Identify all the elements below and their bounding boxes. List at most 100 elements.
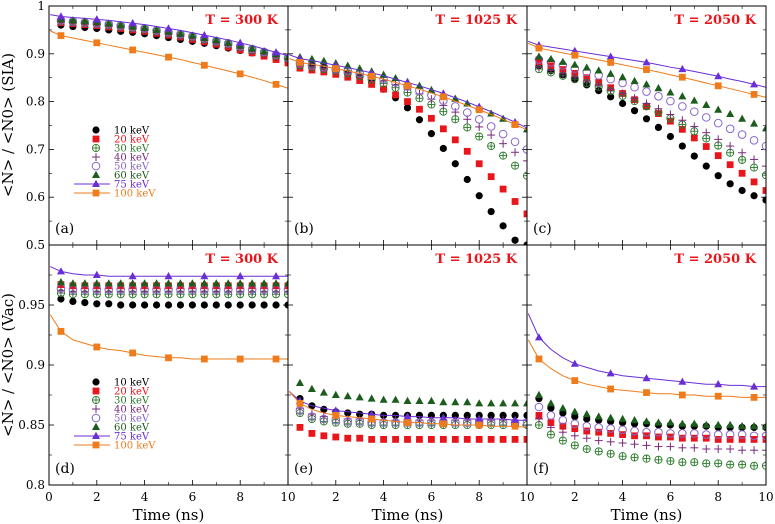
data-point — [726, 180, 734, 188]
legend-label: 100 keV — [114, 189, 156, 200]
panel-tag: (e) — [294, 461, 313, 477]
series-20-kev — [535, 58, 766, 194]
series-60-kev — [534, 52, 766, 132]
data-point — [104, 279, 113, 287]
data-point — [68, 279, 77, 287]
x-tick-label: 4 — [141, 490, 149, 504]
panel-f: T = 2050 K (f) 10 2 4 6 8 10 Time (ns) — [519, 244, 774, 524]
legend-item: 40 keV — [92, 405, 150, 416]
y-tick-label: 0.8 — [26, 478, 45, 492]
data-point — [236, 38, 245, 46]
x-axis-title: Time (ns) — [611, 506, 683, 524]
data-point — [762, 446, 766, 455]
data-point — [571, 377, 579, 384]
data-point — [463, 123, 472, 132]
x-tick-label: 10 — [519, 490, 534, 504]
data-point — [713, 430, 723, 439]
data-point — [332, 65, 340, 73]
data-point — [607, 59, 615, 66]
data-point — [607, 93, 615, 101]
series-30-kev — [56, 288, 288, 299]
data-point — [296, 400, 304, 407]
series-100-kev — [288, 391, 527, 430]
data-point — [690, 419, 699, 427]
data-point — [367, 394, 376, 402]
data-point — [200, 272, 209, 280]
series-20-kev — [535, 412, 766, 443]
legend-item: 20 keV — [92, 135, 150, 146]
data-point — [546, 399, 555, 407]
legend-label: 50 keV — [114, 414, 150, 425]
data-point — [750, 394, 758, 401]
data-point — [678, 443, 687, 452]
legend-label: 20 keV — [114, 135, 150, 146]
data-point — [439, 398, 448, 406]
data-point — [427, 130, 435, 138]
data-point — [750, 119, 759, 127]
data-point — [129, 46, 137, 54]
data-point — [523, 399, 527, 407]
data-point — [762, 187, 766, 194]
data-point — [248, 44, 257, 52]
data-point — [427, 396, 436, 404]
data-point — [582, 410, 591, 418]
data-point — [534, 333, 543, 341]
data-point — [416, 436, 423, 443]
legend-item: 30 keV — [91, 396, 150, 407]
data-point — [128, 19, 137, 27]
legend-item: 60 keV — [92, 423, 150, 434]
data-point — [666, 456, 675, 466]
legend-item: 60 keV — [92, 171, 150, 182]
x-axis-title: Time (ns) — [133, 506, 205, 524]
series-100-kev — [527, 42, 766, 98]
y-tick-label: 0.5 — [26, 238, 45, 252]
data-point — [332, 433, 340, 441]
data-point — [534, 415, 543, 423]
data-point — [439, 101, 448, 110]
data-point — [415, 396, 424, 404]
data-point — [570, 419, 580, 429]
legend-label: 30 keV — [114, 396, 150, 407]
data-point — [439, 93, 447, 101]
data-point — [92, 279, 101, 287]
data-point — [236, 70, 244, 78]
data-point — [451, 160, 459, 168]
data-point — [726, 148, 735, 157]
series-50-kev — [534, 55, 766, 151]
data-point — [451, 108, 460, 117]
legend-label: 50 keV — [114, 162, 150, 173]
data-point — [570, 407, 579, 415]
temperature-label: T = 300 K — [205, 252, 278, 267]
data-point — [642, 454, 651, 463]
data-point — [761, 141, 766, 151]
panel-tag: (d) — [55, 461, 75, 477]
data-point — [546, 430, 555, 439]
y-tick-label: 0.8 — [26, 95, 45, 109]
data-point — [92, 270, 101, 278]
data-point — [726, 445, 735, 453]
data-point — [594, 412, 603, 420]
data-point — [511, 411, 519, 419]
series-10-kev — [57, 295, 288, 309]
data-point — [451, 398, 460, 406]
data-point — [654, 418, 663, 426]
data-point — [57, 328, 65, 335]
data-point — [714, 436, 722, 443]
legend-marker — [92, 126, 100, 134]
data-point — [534, 63, 543, 72]
data-point — [750, 155, 759, 164]
legend-label: 75 keV — [114, 432, 150, 443]
data-point — [451, 136, 459, 144]
legend-marker — [92, 422, 100, 430]
data-point — [236, 272, 245, 280]
data-point — [630, 416, 639, 424]
data-point — [523, 210, 527, 218]
data-point — [415, 81, 424, 89]
temperature-label: T = 300 K — [205, 13, 278, 28]
data-point — [690, 96, 699, 104]
series-100-kev — [49, 314, 288, 363]
data-point — [284, 52, 288, 61]
data-point — [547, 419, 555, 426]
data-point — [643, 66, 650, 73]
